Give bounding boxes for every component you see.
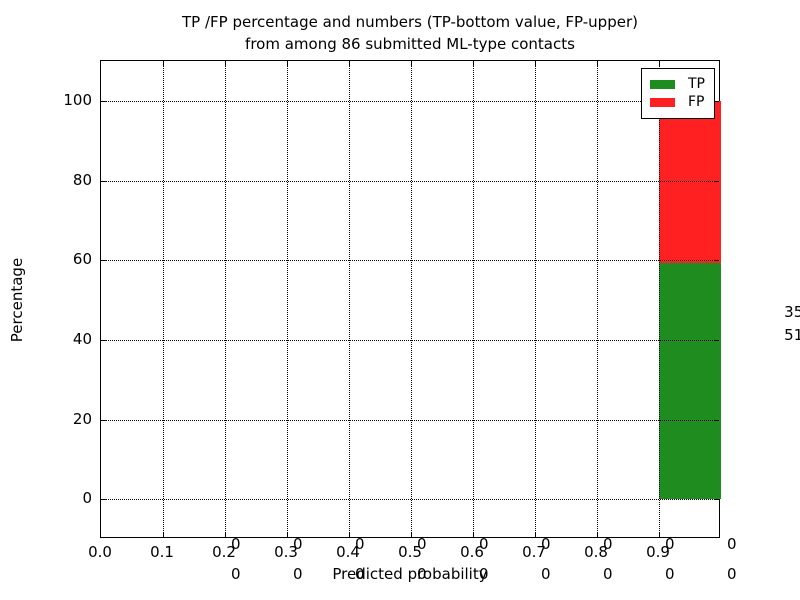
y-tick-right xyxy=(714,339,719,341)
x-tick-label: 0.8 xyxy=(584,543,608,561)
tp-count-label: 51 xyxy=(784,325,800,344)
x-tick-label: 0.0 xyxy=(88,543,112,561)
gridline-x-0.5 xyxy=(411,61,412,537)
x-tick-bottom xyxy=(225,532,226,537)
x-tick-label: 0.6 xyxy=(460,543,484,561)
y-tick-right xyxy=(714,419,719,421)
x-tick-bottom xyxy=(597,532,598,537)
y-tick-left xyxy=(101,499,106,501)
tp-bar-segment xyxy=(659,262,721,500)
fp-count-label: 0 xyxy=(292,535,303,554)
x-tick-label: 0.2 xyxy=(212,543,236,561)
tp-count-label: 0 xyxy=(664,564,675,583)
x-tick-top xyxy=(597,61,598,66)
fp-legend-swatch xyxy=(650,98,675,107)
fp-count-label: 35 xyxy=(784,302,800,321)
x-tick-bottom xyxy=(287,532,288,537)
gridline-y-80 xyxy=(101,180,719,182)
fp-count-label: 0 xyxy=(230,535,241,554)
fp-count-label: 0 xyxy=(354,535,365,554)
tp-count-label: 0 xyxy=(540,564,551,583)
legend-entry-fp: FP xyxy=(650,95,705,110)
gridline-y-40 xyxy=(101,339,719,341)
legend-rows: TP FP xyxy=(650,77,705,110)
fp-count-label: 0 xyxy=(416,535,427,554)
fp-count-label: 0 xyxy=(602,535,613,554)
x-tick-label: 0.7 xyxy=(522,543,546,561)
x-tick-bottom xyxy=(349,532,350,537)
y-tick-left xyxy=(101,339,106,341)
x-tick-bottom xyxy=(535,532,536,537)
y-tick-label: 80 xyxy=(72,170,92,189)
fp-bar-segment xyxy=(659,100,721,263)
x-tick-label: 0.1 xyxy=(150,543,174,561)
gridline-y-60 xyxy=(101,260,719,262)
y-tick-label: 20 xyxy=(72,409,92,428)
plot-area: 0 0 0 0 0 0 0 0 0 0 0 0 0 0 0 0 0 0 35 51 TP FP xyxy=(100,60,800,583)
x-tick-bottom xyxy=(659,532,660,537)
y-tick-right xyxy=(714,180,719,182)
x-tick-top xyxy=(225,61,226,66)
x-tick-top xyxy=(659,61,660,66)
y-tick-label: 100 xyxy=(63,90,92,109)
gridline-x-0.1 xyxy=(163,61,164,537)
chart-title-line2: from among 86 submitted ML-type contacts xyxy=(245,35,575,53)
gridline-x-0.3 xyxy=(287,61,288,537)
y-tick-right xyxy=(714,100,719,102)
tp-count-label: 0 xyxy=(478,564,489,583)
fp-count-label: 0 xyxy=(726,535,737,554)
x-tick-top xyxy=(535,61,536,66)
y-tick-label: 0 xyxy=(82,489,92,508)
tp-count-label: 0 xyxy=(726,564,737,583)
tp-count-label: 0 xyxy=(354,564,365,583)
chart-title: TP /FP percentage and numbers (TP-bottom… xyxy=(100,11,720,55)
x-tick-top xyxy=(411,61,412,66)
x-tick-bottom xyxy=(473,532,474,537)
gridline-y-100 xyxy=(101,100,719,102)
y-tick-label: 60 xyxy=(72,250,92,269)
fp-count-label: 0 xyxy=(664,535,675,554)
x-tick-top xyxy=(349,61,350,66)
x-tick-label: 0.4 xyxy=(336,543,360,561)
gridline-x-0.4 xyxy=(349,61,350,537)
y-tick-left xyxy=(101,260,106,262)
tp-count-label: 0 xyxy=(292,564,303,583)
gridline-x-0.8 xyxy=(597,61,598,537)
x-tick-label: 0.3 xyxy=(274,543,298,561)
gridline-x-0.2 xyxy=(225,61,226,537)
legend-entry-tp: TP xyxy=(650,77,705,92)
y-tick-right xyxy=(714,260,719,262)
x-tick-bottom xyxy=(163,532,164,537)
x-tick-bottom xyxy=(411,532,412,537)
legend: TP FP xyxy=(641,68,715,119)
gridline-x-0.9 xyxy=(659,61,660,537)
gridline-y-20 xyxy=(101,419,719,421)
x-tick-label: 0.9 xyxy=(646,543,670,561)
tp-count-label: 0 xyxy=(230,564,241,583)
fp-count-label: 0 xyxy=(478,535,489,554)
chart-title-line1: TP /FP percentage and numbers (TP-bottom… xyxy=(182,13,638,31)
tp-count-label: 0 xyxy=(416,564,427,583)
legend-label: TP xyxy=(688,76,705,92)
x-tick-label: 0.5 xyxy=(398,543,422,561)
x-tick-top xyxy=(473,61,474,66)
y-tick-left xyxy=(101,180,106,182)
gridline-y-0 xyxy=(101,499,719,501)
gridline-x-0.6 xyxy=(473,61,474,537)
gridline-x-0.7 xyxy=(535,61,536,537)
tp-count-label: 0 xyxy=(602,564,613,583)
x-tick-top xyxy=(163,61,164,66)
x-tick-top xyxy=(287,61,288,66)
y-tick-left xyxy=(101,419,106,421)
y-tick-right xyxy=(714,499,719,501)
fp-count-label: 0 xyxy=(540,535,551,554)
legend-label: FP xyxy=(688,94,705,110)
y-axis-label: Percentage xyxy=(8,257,26,343)
x-axis-label: Predicted probability xyxy=(332,565,488,583)
y-tick-label: 40 xyxy=(72,329,92,348)
tp-legend-swatch xyxy=(650,80,675,89)
y-tick-left xyxy=(101,100,106,102)
